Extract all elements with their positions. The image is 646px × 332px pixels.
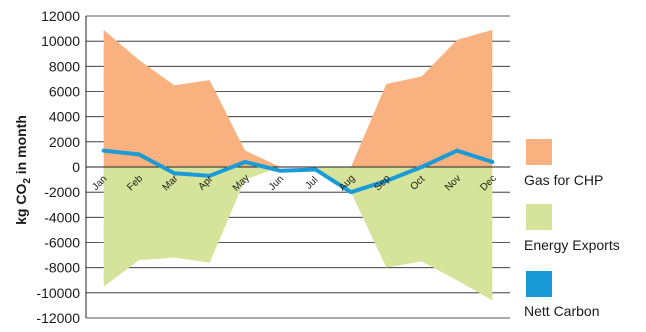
legend-swatch [526, 271, 552, 297]
legend: Gas for CHP Energy Exports Nett Carbon [524, 139, 620, 319]
y-tick-label: 2000 [49, 134, 80, 150]
area-gas-for-chp [103, 29, 493, 167]
legend-label: Energy Exports [524, 237, 620, 253]
line-point [384, 179, 388, 183]
line-point [243, 160, 247, 164]
line-point [137, 152, 141, 156]
y-tick-label: 12000 [41, 8, 80, 24]
x-tick-label: Jul [303, 175, 320, 192]
area-series [103, 29, 493, 301]
y-tick-labels: -12000 -10000 -8000 -6000 -4000 -2000 0 2000 400… [36, 8, 80, 326]
line-point [455, 149, 459, 153]
y-tick-label: 8000 [49, 58, 80, 74]
y-tick-label: 4000 [49, 109, 80, 125]
y-tick-label: -10000 [36, 285, 80, 301]
line-point [278, 169, 282, 173]
y-tick-label: -6000 [44, 235, 80, 251]
line-nett-carbon [101, 148, 495, 195]
line-point [420, 165, 424, 169]
line-point [172, 171, 176, 175]
legend-swatch [526, 204, 552, 230]
y-tick-label: -4000 [44, 209, 80, 225]
x-tick-label: Jun [267, 174, 286, 193]
line-series [101, 148, 495, 195]
y-tick-label: -8000 [44, 260, 80, 276]
y-tick-label: 0 [72, 159, 80, 175]
area-energy-exports [103, 167, 493, 301]
y-tick-label: -2000 [44, 184, 80, 200]
y-tick-label: -12000 [36, 310, 80, 326]
legend-label: Gas for CHP [524, 172, 603, 188]
legend-swatch [526, 139, 552, 165]
y-tick-label: 6000 [49, 84, 80, 100]
line-point [349, 190, 353, 194]
line-point [102, 149, 106, 153]
line-point [490, 160, 494, 164]
y-tick-label: 10000 [41, 33, 80, 49]
y-axis-label: kg CO2 in month [13, 115, 33, 225]
line-point [314, 168, 318, 172]
legend-label: Nett Carbon [524, 303, 599, 319]
line-point [208, 174, 212, 178]
axes [85, 16, 510, 318]
